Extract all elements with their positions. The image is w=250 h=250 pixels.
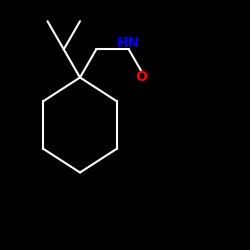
Text: O: O [135, 70, 147, 84]
Text: HN: HN [117, 36, 140, 50]
